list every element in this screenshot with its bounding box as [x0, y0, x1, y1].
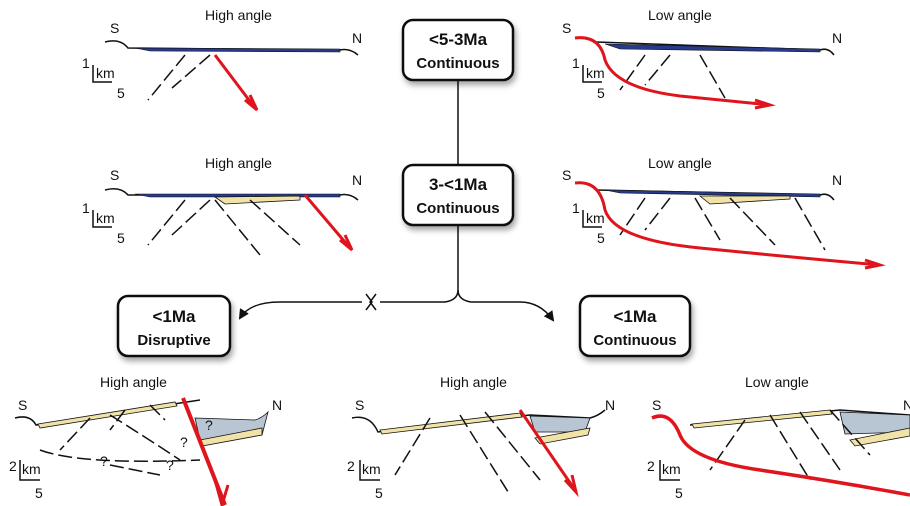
- scale-vertical: 2: [9, 458, 17, 474]
- scale-horizontal: 5: [117, 230, 125, 246]
- scale-vertical: 2: [347, 458, 355, 474]
- south-label: S: [18, 397, 27, 413]
- scale-horizontal: 5: [117, 85, 125, 101]
- south-label: S: [355, 397, 364, 413]
- panel: Low angle S N 1 km 5: [562, 7, 842, 108]
- box: <1Ma Disruptive: [118, 296, 230, 356]
- scale-horizontal: 5: [375, 485, 383, 501]
- panel-title: Low angle: [745, 374, 809, 390]
- north-label: N: [832, 172, 842, 188]
- scale-unit: km: [362, 461, 381, 477]
- scale-vertical: 2: [647, 458, 655, 474]
- scale-unit: km: [586, 210, 605, 226]
- panel-title: Low angle: [648, 7, 712, 23]
- scale-unit: km: [22, 461, 41, 477]
- scale-horizontal: 5: [597, 230, 605, 246]
- scale-unit: km: [96, 65, 115, 81]
- question-mark: ?: [180, 434, 188, 450]
- panel: Low angle S N 2 km 5: [647, 374, 910, 501]
- south-label: S: [562, 167, 571, 183]
- north-label: N: [605, 397, 615, 413]
- panel-title: High angle: [205, 155, 272, 171]
- question-mark: ?: [166, 457, 174, 473]
- scale-vertical: 1: [572, 200, 580, 216]
- box: 3-<1Ma Continuous: [403, 165, 513, 225]
- scale-unit: km: [586, 65, 605, 81]
- scale-horizontal: 5: [35, 485, 43, 501]
- panel: High angle S N 1 km 5: [82, 155, 362, 255]
- scale-horizontal: 5: [597, 85, 605, 101]
- box-line: <1Ma: [153, 307, 197, 326]
- box: <1Ma Continuous: [580, 296, 690, 356]
- panel-title: High angle: [205, 7, 272, 23]
- box-line: Disruptive: [137, 332, 210, 349]
- scale-unit: km: [96, 210, 115, 226]
- box-line: Continuous: [416, 200, 499, 217]
- question-mark: ?: [205, 417, 213, 433]
- box-line: 3-<1Ma: [429, 175, 488, 194]
- scale-unit: km: [662, 461, 681, 477]
- north-label: N: [352, 172, 362, 188]
- panel: High angle S N 2 km 5: [347, 374, 615, 501]
- scale-horizontal: 5: [675, 485, 683, 501]
- panel-title: High angle: [440, 374, 507, 390]
- north-label: N: [272, 397, 282, 413]
- question-mark: ?: [100, 453, 108, 469]
- north-label: N: [832, 30, 842, 46]
- box-line: Continuous: [416, 55, 499, 72]
- diagram: <5-3Ma Continuous 3-<1Ma Continuous <1Ma…: [0, 0, 910, 506]
- panel: High angle S N ? ? ? ? 2 km 5: [9, 374, 282, 505]
- scale-vertical: 1: [82, 200, 90, 216]
- north-label: N: [352, 30, 362, 46]
- box-line: <1Ma: [614, 307, 658, 326]
- south-label: S: [562, 20, 571, 36]
- scale-vertical: 1: [82, 55, 90, 71]
- panel-title: High angle: [100, 374, 167, 390]
- south-label: S: [652, 397, 661, 413]
- box-line: Continuous: [593, 332, 676, 349]
- panel: High angle S N 1 km 5: [82, 7, 362, 110]
- north-label: N: [903, 397, 910, 413]
- panel: Low angle S N 1 km 5: [562, 155, 880, 268]
- south-label: S: [110, 20, 119, 36]
- south-label: S: [110, 167, 119, 183]
- page: <5-3Ma Continuous 3-<1Ma Continuous <1Ma…: [0, 0, 910, 506]
- scale-vertical: 1: [572, 55, 580, 71]
- box: <5-3Ma Continuous: [403, 20, 513, 80]
- box-line: <5-3Ma: [429, 30, 488, 49]
- panel-title: Low angle: [648, 155, 712, 171]
